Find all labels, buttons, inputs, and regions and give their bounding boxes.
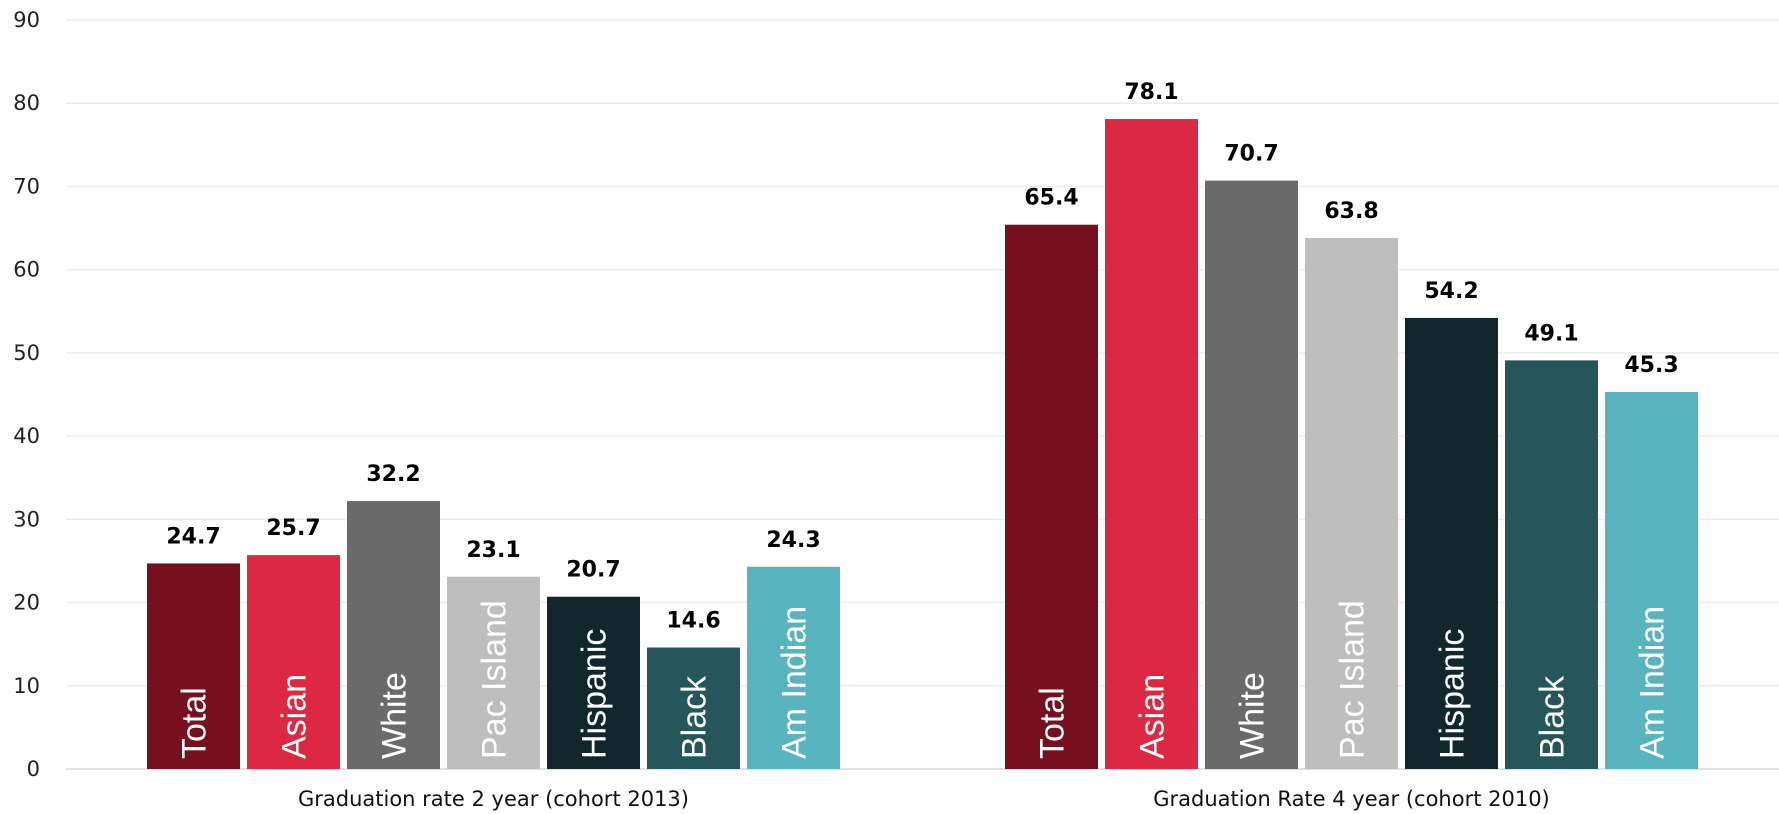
data-label: 49.1: [1524, 321, 1578, 346]
bar: [1505, 360, 1598, 769]
data-label: 24.7: [166, 524, 220, 549]
data-label: 20.7: [566, 558, 620, 583]
bar-category-label: Pac Island: [1334, 600, 1372, 759]
bar-category-label: Hispanic: [576, 629, 614, 759]
bar-category-label: Black: [676, 675, 714, 759]
bar-category-label: Hispanic: [1434, 629, 1472, 759]
bar-category-label: Total: [176, 687, 214, 759]
bar-category-label: Black: [1534, 675, 1572, 759]
y-tick-label: 0: [27, 757, 40, 781]
bar-category-label: Total: [1034, 687, 1072, 759]
data-label: 25.7: [266, 516, 320, 541]
bar-category-label: Am Indian: [776, 606, 814, 759]
y-tick-label: 60: [13, 258, 40, 282]
y-tick-label: 70: [13, 174, 40, 198]
data-label: 32.2: [366, 462, 420, 487]
y-tick-label: 40: [13, 424, 40, 448]
bar: [1105, 119, 1198, 770]
data-label: 14.6: [666, 608, 720, 633]
bar-category-label: Asian: [276, 674, 314, 759]
y-tick-label: 10: [13, 674, 40, 698]
bar: [247, 555, 340, 769]
bar-category-label: White: [376, 672, 414, 759]
bar-category-label: Asian: [1134, 674, 1172, 759]
data-label: 23.1: [466, 538, 520, 563]
bar-category-label: Am Indian: [1634, 606, 1672, 759]
y-tick-label: 80: [13, 91, 40, 115]
x-axis: Graduation rate 2 year (cohort 2013) Grad…: [298, 787, 1550, 811]
bar: [1205, 180, 1298, 769]
bars: 24.7 Total 25.7 Asian 32.2 White 23.1 Pac Islan…: [147, 80, 1698, 770]
bar-category-label: White: [1234, 672, 1272, 759]
y-tick-label: 30: [13, 507, 40, 531]
bar: [547, 596, 640, 769]
bar: [1305, 238, 1398, 769]
bar: [447, 576, 540, 769]
data-label: 78.1: [1124, 80, 1178, 105]
bar: [147, 563, 240, 769]
y-tick-label: 50: [13, 341, 40, 365]
bar-category-label: Pac Island: [476, 600, 514, 759]
x-category-label: Graduation rate 2 year (cohort 2013): [298, 787, 689, 811]
data-label: 24.3: [766, 528, 820, 553]
data-label: 70.7: [1224, 142, 1278, 167]
y-axis: 0 10 20 30 40 50 60 70 80 90: [13, 8, 40, 781]
bar: [347, 501, 440, 769]
bar: [647, 647, 740, 769]
bar: [1005, 224, 1098, 769]
data-label: 54.2: [1424, 279, 1478, 304]
data-label: 65.4: [1024, 186, 1078, 211]
bar: [1605, 392, 1698, 769]
y-tick-label: 90: [13, 8, 40, 32]
x-category-label: Graduation Rate 4 year (cohort 2010): [1153, 787, 1550, 811]
bar: [747, 566, 840, 769]
y-tick-label: 20: [13, 591, 40, 615]
data-label: 63.8: [1324, 199, 1378, 224]
data-label: 45.3: [1624, 353, 1678, 378]
bar: [1405, 317, 1498, 769]
